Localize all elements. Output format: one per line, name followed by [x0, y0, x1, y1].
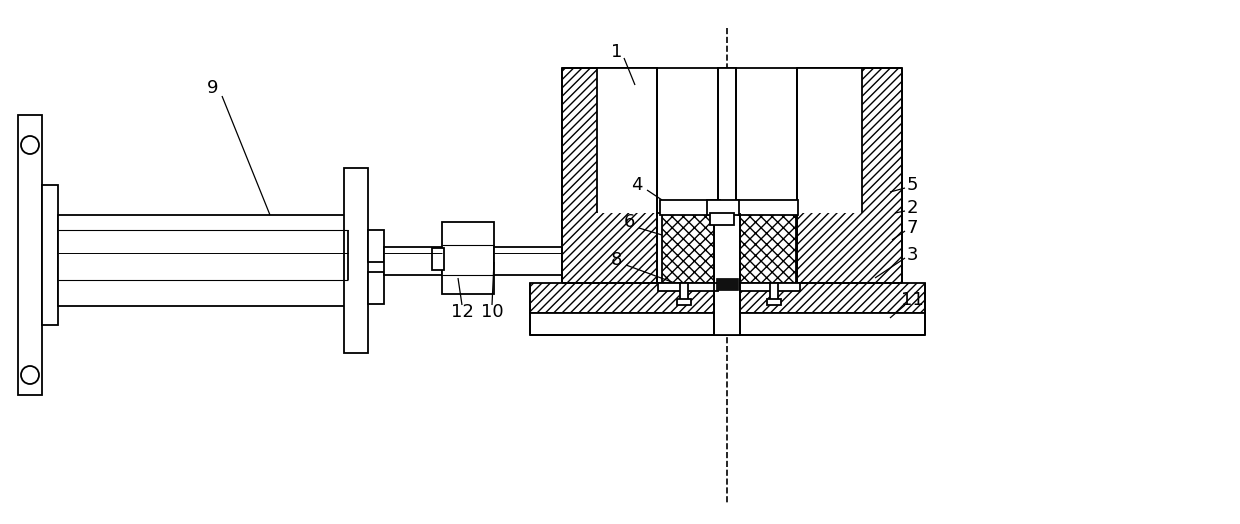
- Text: 2: 2: [906, 199, 918, 217]
- Text: 11: 11: [900, 291, 924, 309]
- Bar: [658, 283, 718, 291]
- Bar: [707, 200, 739, 215]
- Bar: [19, 115, 42, 395]
- Bar: [797, 68, 901, 283]
- Text: 4: 4: [631, 176, 642, 194]
- Text: 5: 5: [906, 176, 918, 194]
- Bar: [42, 185, 58, 325]
- Bar: [384, 247, 441, 275]
- Bar: [441, 222, 494, 294]
- Circle shape: [21, 366, 38, 384]
- Bar: [58, 230, 348, 280]
- Bar: [718, 68, 737, 213]
- Bar: [680, 283, 688, 301]
- Bar: [494, 247, 562, 275]
- Bar: [368, 272, 384, 304]
- Bar: [797, 68, 862, 213]
- Bar: [529, 313, 925, 335]
- Bar: [738, 200, 799, 215]
- Circle shape: [21, 136, 38, 154]
- Bar: [660, 200, 720, 215]
- Bar: [432, 248, 444, 270]
- Bar: [662, 213, 718, 283]
- Bar: [562, 68, 657, 283]
- Bar: [770, 283, 777, 301]
- Bar: [596, 68, 657, 213]
- Bar: [740, 213, 796, 283]
- Bar: [740, 283, 800, 291]
- Text: 8: 8: [610, 251, 621, 269]
- Text: 12: 12: [450, 303, 474, 321]
- Bar: [343, 168, 368, 353]
- Bar: [58, 215, 348, 253]
- Bar: [529, 283, 925, 313]
- Bar: [368, 230, 384, 262]
- Text: 7: 7: [906, 219, 918, 237]
- Bar: [58, 268, 348, 306]
- Text: 3: 3: [906, 246, 918, 264]
- Bar: [768, 299, 781, 305]
- Bar: [715, 278, 738, 290]
- Text: 6: 6: [624, 213, 635, 231]
- Bar: [711, 213, 734, 225]
- Text: 10: 10: [481, 303, 503, 321]
- Text: 9: 9: [207, 79, 218, 97]
- Bar: [714, 213, 740, 335]
- Text: 1: 1: [611, 43, 622, 61]
- Bar: [677, 299, 691, 305]
